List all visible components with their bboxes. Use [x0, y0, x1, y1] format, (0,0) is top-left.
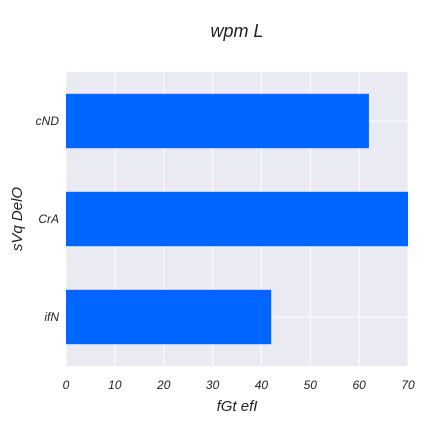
x-tick-labels: 0 10 20 30 40 50 60 70: [63, 378, 415, 392]
bar-CrA: [66, 191, 408, 247]
bar-cND: [66, 93, 369, 149]
x-tick-label: 50: [304, 378, 318, 392]
bars: [66, 93, 408, 345]
y-axis-label: sVq DelO: [9, 187, 26, 252]
x-tick-label: 40: [255, 378, 269, 392]
x-tick-label: 30: [206, 378, 220, 392]
y-tick-labels: cND CrA ifN: [36, 114, 60, 324]
y-tick-label: CrA: [38, 212, 59, 226]
x-tick-label: 20: [156, 378, 171, 392]
x-tick-label: 0: [63, 378, 70, 392]
x-tick-label: 10: [108, 378, 122, 392]
x-tick-label: 70: [401, 378, 415, 392]
y-tick-label: cND: [36, 114, 60, 128]
x-tick-label: 60: [352, 378, 366, 392]
chart-title: wpm L: [210, 21, 263, 41]
y-tick-label: ifN: [44, 310, 59, 324]
bar-ifN: [66, 289, 272, 345]
x-axis-label: fGt efI: [217, 398, 258, 415]
